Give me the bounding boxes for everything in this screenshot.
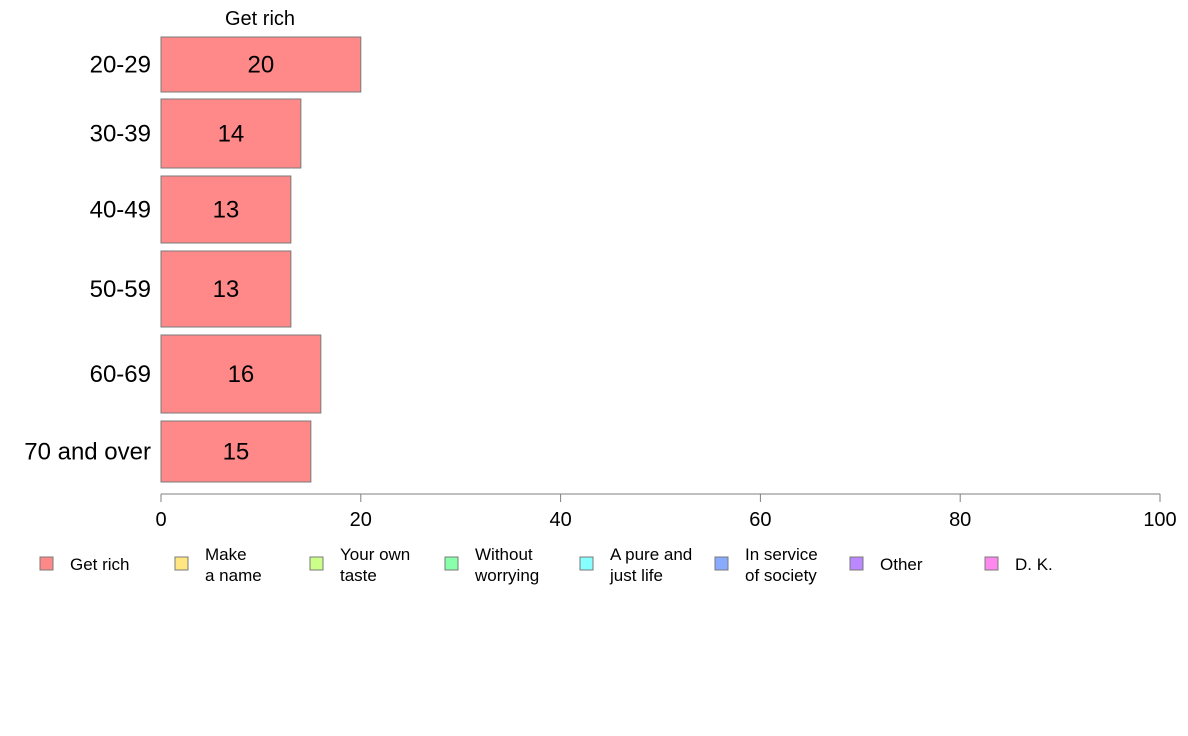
legend-swatch bbox=[444, 556, 459, 571]
data-label: 16 bbox=[228, 361, 255, 388]
legend-label: D. K. bbox=[1015, 555, 1053, 574]
legend-item: A pure and just life bbox=[579, 545, 692, 585]
legend-swatch bbox=[579, 556, 594, 571]
data-label: 20 bbox=[248, 52, 275, 79]
legend-label: A pure and bbox=[610, 545, 692, 564]
category-labels: 20-29 30-39 40-49 50-59 60-69 70 and over bbox=[24, 52, 151, 466]
legend-swatch bbox=[714, 556, 729, 571]
chart-title: Get rich bbox=[225, 8, 295, 30]
x-axis: 0 20 40 60 80 100 bbox=[155, 493, 1177, 531]
category-label: 20-29 bbox=[90, 52, 151, 79]
category-label: 60-69 bbox=[90, 361, 151, 388]
x-tick-label: 20 bbox=[350, 509, 372, 531]
bar-30-39 bbox=[160, 98, 302, 169]
legend-item: Your own taste bbox=[309, 545, 410, 585]
bar-40-49 bbox=[160, 175, 292, 244]
category-label: 50-59 bbox=[90, 276, 151, 303]
legend-item: In service of society bbox=[714, 545, 818, 585]
category-label: 30-39 bbox=[90, 121, 151, 148]
legend-label: taste bbox=[340, 566, 377, 585]
data-label: 14 bbox=[218, 121, 245, 148]
legend: Get rich Make a name Your own taste Without wo… bbox=[39, 545, 1053, 585]
data-label: 13 bbox=[213, 197, 240, 224]
x-tick-label: 60 bbox=[749, 509, 771, 531]
legend-item: Get rich bbox=[39, 555, 130, 574]
legend-label: worrying bbox=[474, 566, 539, 585]
x-tick-label: 0 bbox=[155, 509, 166, 531]
legend-swatch bbox=[39, 556, 54, 571]
legend-label: a name bbox=[205, 566, 262, 585]
legend-swatch bbox=[174, 556, 189, 571]
category-label: 70 and over bbox=[24, 439, 151, 466]
legend-label: just life bbox=[609, 566, 663, 585]
data-label: 13 bbox=[213, 276, 240, 303]
bar-50-59 bbox=[160, 250, 292, 328]
legend-item: Other bbox=[849, 555, 923, 574]
bar-60-69 bbox=[160, 334, 322, 414]
legend-label: In service bbox=[745, 545, 818, 564]
legend-swatch bbox=[984, 556, 999, 571]
bar-20-29 bbox=[160, 36, 362, 93]
legend-label: Other bbox=[880, 555, 923, 574]
legend-item: Make a name bbox=[174, 545, 262, 585]
legend-label: Make bbox=[205, 545, 247, 564]
x-tick-label: 80 bbox=[949, 509, 971, 531]
legend-swatch bbox=[849, 556, 864, 571]
legend-label: of society bbox=[745, 566, 817, 585]
bars-layer: 20 14 13 13 16 15 bbox=[160, 36, 362, 483]
data-label: 15 bbox=[223, 439, 250, 466]
bar-70-and-over bbox=[160, 420, 312, 483]
legend-label: Your own bbox=[340, 545, 410, 564]
x-tick-label: 40 bbox=[549, 509, 571, 531]
category-label: 40-49 bbox=[90, 197, 151, 224]
legend-swatch bbox=[309, 556, 324, 571]
legend-label: Without bbox=[475, 545, 533, 564]
x-tick-label: 100 bbox=[1143, 509, 1176, 531]
legend-item: Without worrying bbox=[444, 545, 539, 585]
legend-label: Get rich bbox=[70, 555, 130, 574]
legend-item: D. K. bbox=[984, 555, 1053, 574]
